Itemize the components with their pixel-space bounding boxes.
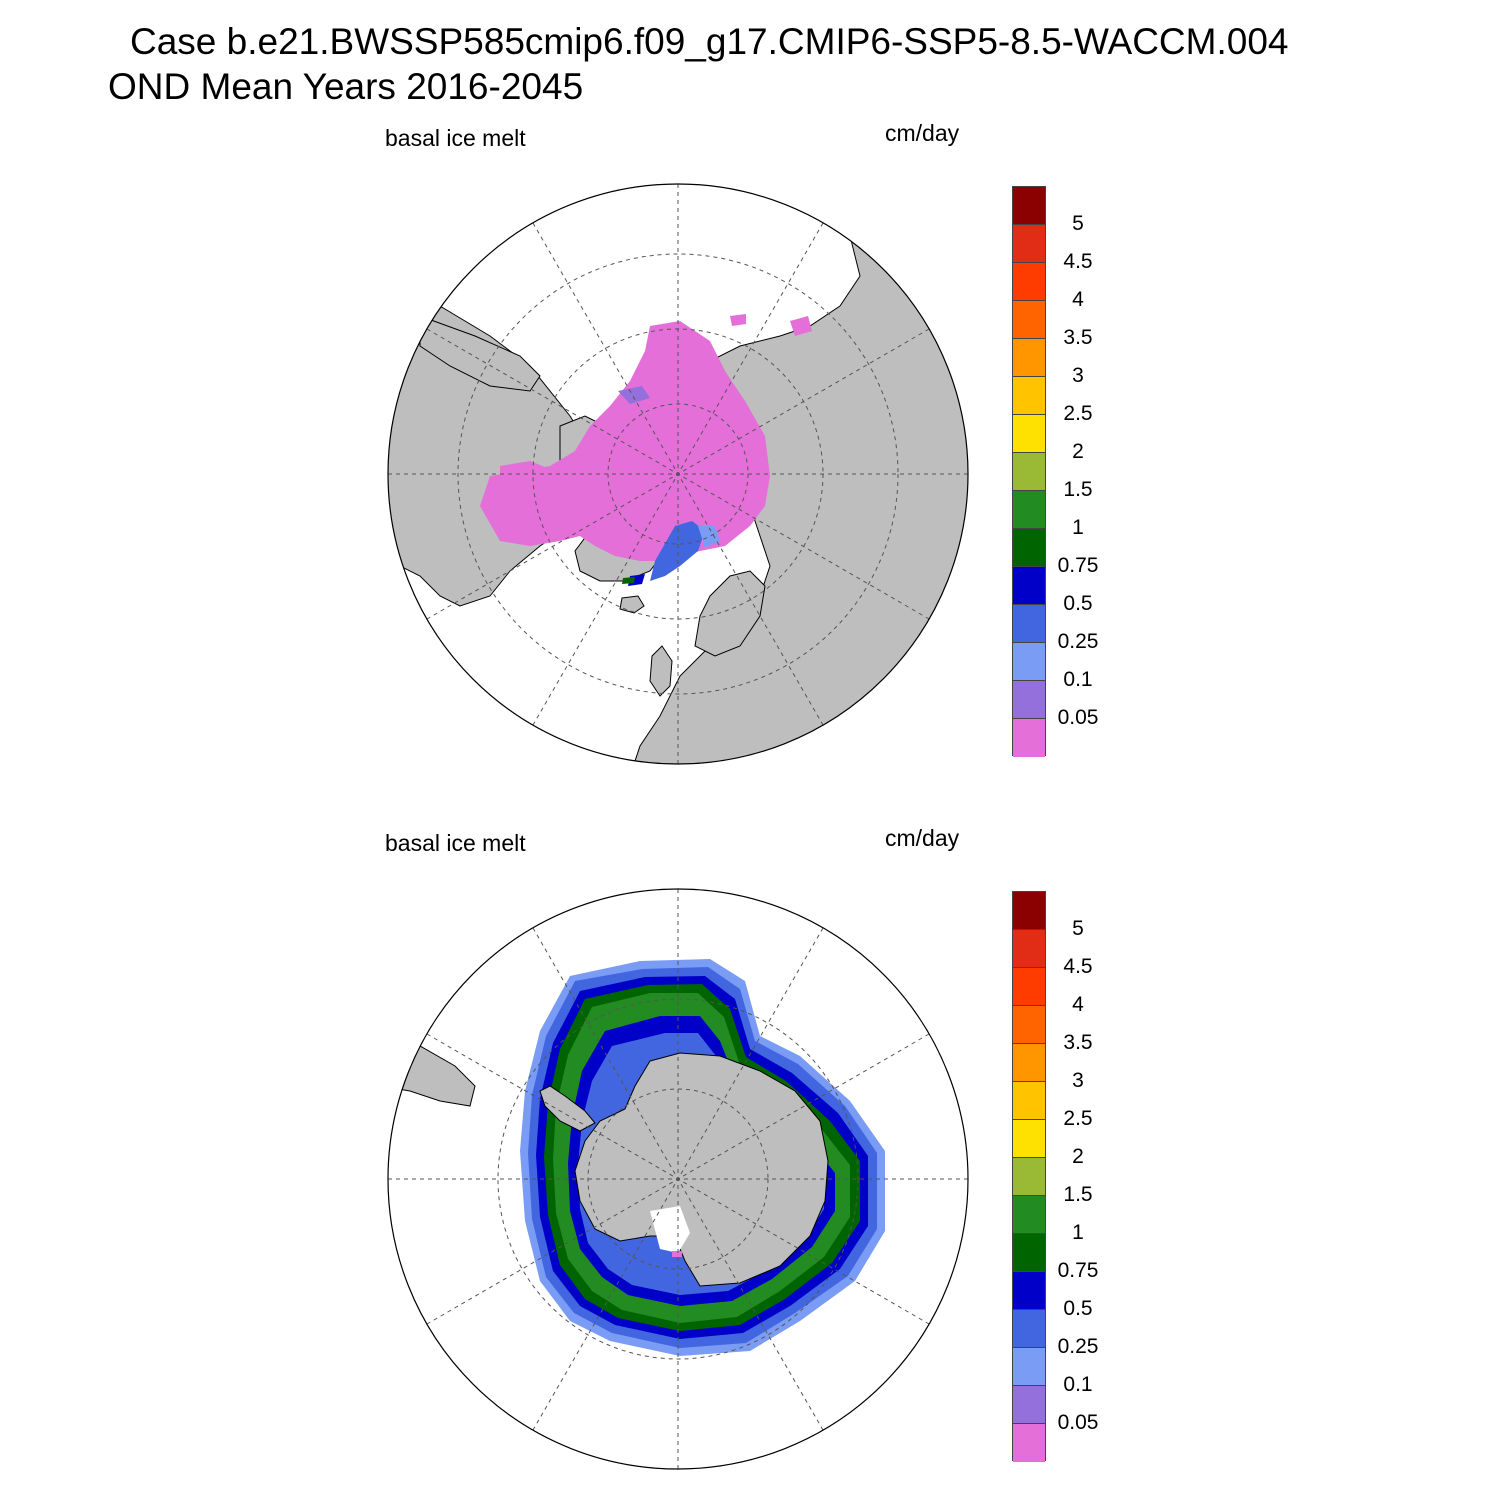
south-land-antarctica xyxy=(574,1052,829,1287)
south-colorbar-label: 1.5 xyxy=(1063,1183,1093,1206)
north-colorbar-label: 1.5 xyxy=(1063,478,1093,501)
south-melt-ross-pink xyxy=(672,1251,682,1257)
north-colorbar-box xyxy=(1013,301,1045,339)
south-colorbar-label: 0.25 xyxy=(1057,1335,1099,1358)
north-colorbar-box xyxy=(1013,187,1045,225)
north-colorbar-box xyxy=(1013,567,1045,605)
north-melt-barents xyxy=(650,521,705,581)
figure-title-line2: OND Mean Years 2016-2045 xyxy=(108,66,584,107)
south-panel-units-label: cm/day xyxy=(885,825,960,851)
north-colorbar-box xyxy=(1013,681,1045,719)
south-colorbar-label: 0.75 xyxy=(1057,1259,1099,1282)
north-polar-map xyxy=(387,183,969,765)
south-colorbar-box xyxy=(1013,1272,1045,1310)
north-colorbar-label: 0.1 xyxy=(1063,668,1093,691)
north-land-scandinavia xyxy=(694,570,766,657)
south-colorbar-box xyxy=(1013,1424,1045,1462)
south-ross-ice-shelf xyxy=(650,1206,690,1253)
south-colorbar-box xyxy=(1013,1044,1045,1082)
south-polar-map xyxy=(387,888,969,1470)
north-panel-units-label: cm/day xyxy=(885,120,960,146)
south-colorbar-box xyxy=(1013,1006,1045,1044)
north-colorbar-box xyxy=(1013,415,1045,453)
south-colorbar-box xyxy=(1013,1234,1045,1272)
north-colorbar-box xyxy=(1013,491,1045,529)
north-colorbar xyxy=(1012,186,1046,757)
south-colorbar-label: 4 xyxy=(1072,993,1084,1016)
south-colorbar xyxy=(1012,891,1046,1462)
north-colorbar-label: 3 xyxy=(1072,364,1084,387)
north-colorbar-label: 4 xyxy=(1072,288,1084,311)
north-land-uk xyxy=(649,645,673,697)
north-colorbar-label: 0.05 xyxy=(1057,706,1099,729)
north-colorbar-label: 1 xyxy=(1072,516,1084,539)
south-colorbar-label: 0.05 xyxy=(1057,1411,1099,1434)
south-colorbar-label: 2 xyxy=(1072,1145,1084,1168)
south-colorbar-label: 3 xyxy=(1072,1069,1084,1092)
south-colorbar-box xyxy=(1013,1120,1045,1158)
north-colorbar-box xyxy=(1013,529,1045,567)
south-colorbar-label: 2.5 xyxy=(1063,1107,1093,1130)
south-land-antarctic-peninsula xyxy=(539,1085,596,1132)
south-colorbar-box xyxy=(1013,930,1045,968)
north-land-alaska xyxy=(419,315,541,392)
north-map-border xyxy=(387,183,969,765)
north-colorbar-box xyxy=(1013,605,1045,643)
north-colorbar-box xyxy=(1013,263,1045,301)
north-colorbar-labels: 5 4.5 4 3.5 3 2.5 2 1.5 1 0.75 0.5 0.25 0.1 0.05 xyxy=(1052,186,1112,756)
south-colorbar-box xyxy=(1013,1348,1045,1386)
north-panel-variable-label: basal ice melt xyxy=(385,125,526,151)
south-colorbar-labels: 5 4.5 4 3.5 3 2.5 2 1.5 1 0.75 0.5 0.25 0.1 0.05 xyxy=(1052,891,1112,1461)
north-colorbar-box xyxy=(1013,225,1045,263)
north-melt-labrador-core xyxy=(622,577,635,584)
north-colorbar-label: 5 xyxy=(1072,212,1084,235)
south-colorbar-box xyxy=(1013,1386,1045,1424)
north-melt-greenland-sea xyxy=(698,526,720,548)
south-colorbar-label: 5 xyxy=(1072,917,1084,940)
south-colorbar-label: 4.5 xyxy=(1063,955,1093,978)
north-graticule xyxy=(388,184,968,764)
north-colorbar-box xyxy=(1013,643,1045,681)
south-colorbar-box xyxy=(1013,1082,1045,1120)
south-panel-variable-label: basal ice melt xyxy=(385,830,526,856)
north-colorbar-label: 4.5 xyxy=(1063,250,1093,273)
south-map-border xyxy=(387,888,969,1470)
south-colorbar-label: 0.1 xyxy=(1063,1373,1093,1396)
south-colorbar-box xyxy=(1013,892,1045,930)
north-melt-hudson-bay xyxy=(500,461,560,531)
south-colorbar-box xyxy=(1013,1158,1045,1196)
north-melt-chukchi xyxy=(618,386,650,404)
north-colorbar-label: 2.5 xyxy=(1063,402,1093,425)
north-land-iceland xyxy=(619,595,645,614)
south-colorbar-box xyxy=(1013,968,1045,1006)
south-colorbar-box xyxy=(1013,1196,1045,1234)
south-graticule xyxy=(388,889,968,1469)
north-colorbar-label: 3.5 xyxy=(1063,326,1093,349)
north-colorbar-label: 0.5 xyxy=(1063,592,1093,615)
south-colorbar-box xyxy=(1013,1310,1045,1348)
south-colorbar-label: 0.5 xyxy=(1063,1297,1093,1320)
south-colorbar-label: 3.5 xyxy=(1063,1031,1093,1054)
north-colorbar-box xyxy=(1013,719,1045,757)
north-colorbar-box xyxy=(1013,339,1045,377)
south-colorbar-label: 1 xyxy=(1072,1221,1084,1244)
north-colorbar-label: 0.75 xyxy=(1057,554,1099,577)
north-colorbar-box xyxy=(1013,453,1045,491)
figure-title-line1: Case b.e21.BWSSP585cmip6.f09_g17.CMIP6-S… xyxy=(130,21,1289,62)
north-melt-okhotsk xyxy=(790,316,812,336)
north-melt-bering xyxy=(730,314,746,326)
north-colorbar-box xyxy=(1013,377,1045,415)
north-colorbar-label: 0.25 xyxy=(1057,630,1099,653)
north-colorbar-label: 2 xyxy=(1072,440,1084,463)
